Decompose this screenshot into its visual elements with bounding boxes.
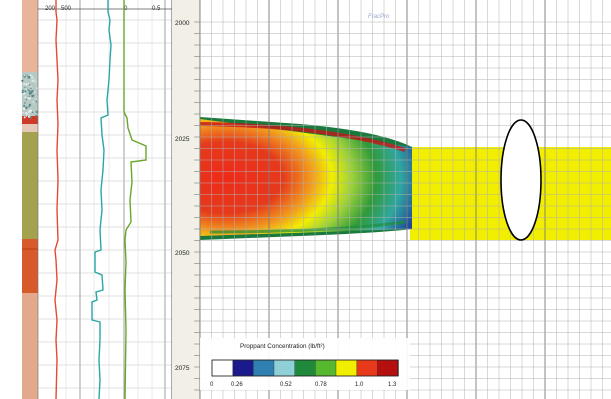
colorbar-swatches [211,359,399,377]
resistivity-curve [123,0,147,399]
sonic-curve [91,0,112,399]
watermark-text: FracPro [368,14,390,20]
lithology-speckle [21,74,39,119]
depth-ticks [194,21,200,391]
legend-title: Proppant Concentration (lb/ft²) [240,343,325,350]
lithology-red-bed [22,239,38,293]
fracture-profile [199,117,412,240]
depth-label-2025: 2025 [175,136,190,143]
lithology-column [21,0,39,399]
wellbore-ellipse [500,119,542,241]
depth-track: 2000 2025 2050 2075 [172,0,201,399]
gamma-ray-max-label: 500 [61,6,72,12]
colorbar-tick-0.78: 0.78 [315,382,327,388]
log-panel: 200 500 0 0.5 [0,0,173,399]
depth-label-2000: 2000 [175,20,190,27]
colorbar-tick-0.52: 0.52 [280,382,292,388]
log-grid [37,0,172,399]
resistivity-min-label: 0 [124,6,128,12]
colorbar-tick-0.26: 0.26 [231,382,243,388]
lithology-silt [22,132,38,239]
colorbar-tick-1.0: 1.0 [355,382,364,388]
lithology-lower-sand [22,293,38,399]
gamma-ray-curve [54,0,59,399]
lithology-sand [22,0,38,72]
depth-label-2050: 2050 [175,250,190,257]
resistivity-max-label: 0.5 [152,6,161,12]
colorbar-tick-0: 0 [210,382,214,388]
main-grid [199,0,611,399]
depth-label-2075: 2075 [175,365,190,372]
proppant-legend: Proppant Concentration (lb/ft²) 0 0.26 0… [200,338,410,390]
colorbar-ticks: 0 0.26 0.52 0.78 1.0 1.3 [210,382,397,388]
gamma-ray-min-label: 200 [45,6,56,12]
fracture-panel: FracPro Proppant Concentration (lb/ft²) … [199,0,611,399]
colorbar-tick-1.3: 1.3 [388,382,397,388]
